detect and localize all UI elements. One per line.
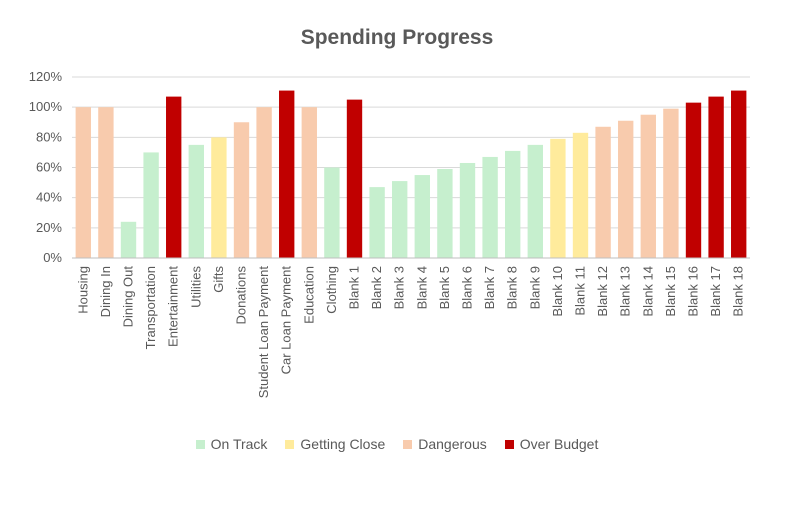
legend-swatch [504,439,514,449]
x-tick-label: Dining In [98,266,113,317]
x-tick-label: Blank 16 [686,266,701,317]
legend-swatch [195,439,205,449]
bar-1 [75,107,91,259]
bar-14 [369,187,385,258]
legend-label: On Track [210,436,268,452]
x-tick-label: Blank 15 [663,266,678,317]
bar-18 [459,162,476,258]
x-tick-label: Car Loan Payment [279,266,294,375]
legend-label: Over Budget [519,436,599,452]
x-tick-label: Blank 8 [505,266,520,309]
legend-swatch [285,439,295,449]
legend-swatch [403,439,413,449]
x-tick-label: Student Loan Payment [256,266,271,399]
bar-26 [640,114,656,258]
x-tick-label: Blank 12 [595,266,610,317]
x-tick-label: Blank 18 [731,266,746,317]
x-tick-label: Blank 2 [369,266,384,309]
bar-15 [392,181,408,258]
bar-17 [437,169,453,258]
x-tick-label: Blank 13 [618,266,633,317]
bar-21 [527,144,543,258]
bar-30 [731,90,747,258]
x-tick-label: Entertainment [166,266,181,347]
bar-24 [595,126,611,259]
bar-29 [708,96,724,258]
bar-12 [324,167,340,258]
bar-20 [505,150,521,258]
x-tick-label: Blank 17 [708,266,723,317]
x-tick-label: Clothing [324,266,339,314]
x-tick-label: Blank 5 [437,266,452,309]
x-tick-label: Gifts [211,266,226,293]
x-tick-label: Housing [75,266,90,314]
bar-9 [256,107,272,259]
bar-23 [572,132,589,258]
bar-19 [482,156,498,258]
bar-25 [618,120,634,258]
x-tick-label: Blank 7 [482,266,497,309]
x-tick-label: Education [301,266,316,324]
legend-item-dangerous: Dangerous [403,436,487,452]
bar-2 [98,107,114,259]
bar-13 [346,99,363,258]
x-tick-label: Dining Out [121,266,136,328]
x-tick-label: Blank 9 [527,266,542,309]
legend-label: Getting Close [300,436,386,452]
x-tick-label: Blank 14 [640,266,655,317]
x-tick-label: Blank 3 [392,266,407,309]
bar-11 [301,107,317,259]
x-tick-label: Blank 11 [573,266,588,316]
legend-item-getting-close: Getting Close [285,436,385,452]
x-tick-label: Utilities [188,266,203,308]
x-tick-label: Transportation [143,266,158,349]
bar-16 [414,175,430,258]
x-tick-label: Blank 6 [460,266,475,309]
legend-label: Dangerous [418,436,487,452]
x-tick-label: Blank 4 [414,266,429,309]
y-tick-label: 100% [29,99,63,114]
chart-title: Spending Progress [300,26,494,49]
legend: On Track Getting Close Dangerous Over Budge… [0,436,794,452]
y-tick-label: 0% [43,250,62,265]
x-tick-label: Blank 1 [347,266,362,309]
y-tick-label: 20% [36,220,62,235]
bar-7 [211,137,227,258]
legend-item-on-track: On Track [195,436,268,452]
bar-6 [188,144,204,258]
bar-4 [143,152,159,258]
y-tick-label: 60% [36,160,62,175]
bar-5 [166,96,182,258]
x-tick-label: Blank 10 [550,266,565,317]
legend-item-over-budget: Over Budget [504,436,599,452]
y-tick-label: 40% [36,190,62,205]
bar-10 [279,90,295,258]
x-tick-label: Donations [234,266,249,325]
bar-27 [663,108,679,258]
y-tick-label: 120% [29,69,63,84]
y-tick-label: 80% [36,129,62,144]
bar-22 [550,138,566,258]
bar-3 [120,221,137,258]
bar-28 [685,102,702,259]
bar-8 [233,122,250,258]
